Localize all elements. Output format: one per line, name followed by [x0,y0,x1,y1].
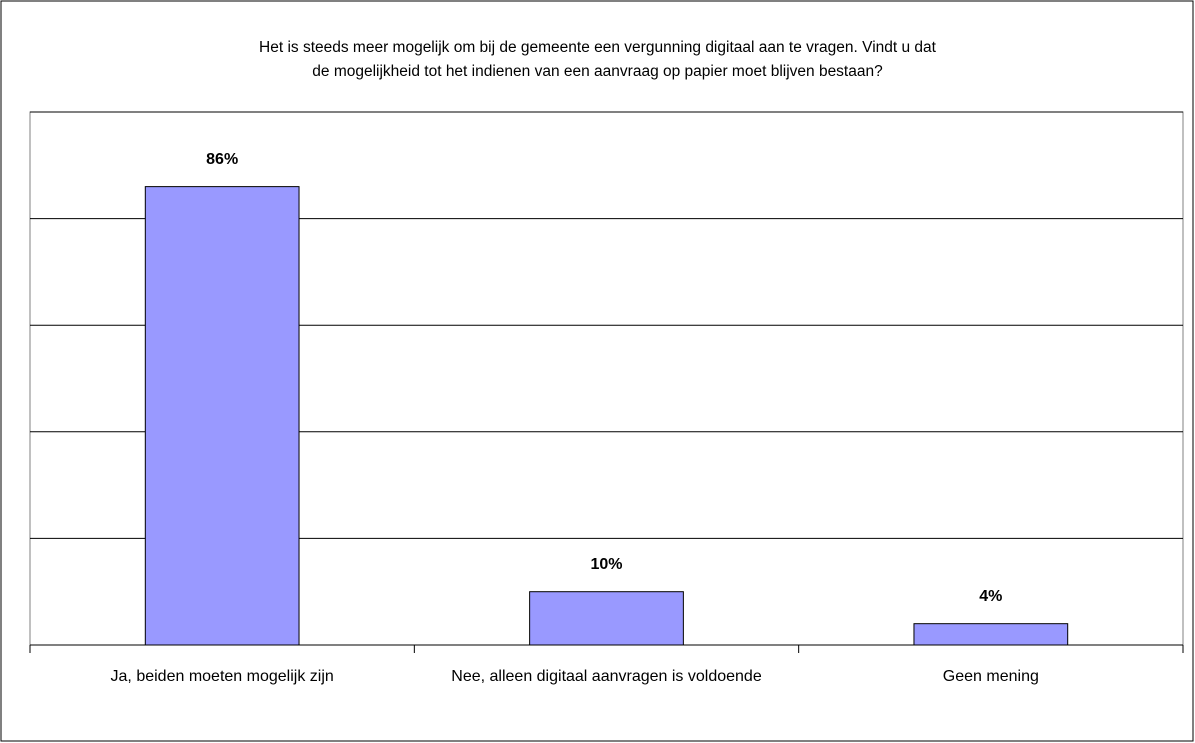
value-label: 10% [590,555,623,573]
x-tick-label: Nee, alleen digitaal aanvragen is voldoe… [451,668,762,685]
chart-title: de mogelijkheid tot het indienen van een… [312,63,883,80]
bar [144,186,300,646]
bar [529,591,684,646]
value-label: 4% [979,587,1003,605]
chart-title: Het is steeds meer mogelijk om bij de ge… [259,39,936,56]
x-tick-label: Geen mening [942,668,1039,685]
value-label: 86% [206,150,239,168]
x-tick-label: Ja, beiden moeten mogelijk zijn [110,668,334,685]
bar [913,623,1069,646]
